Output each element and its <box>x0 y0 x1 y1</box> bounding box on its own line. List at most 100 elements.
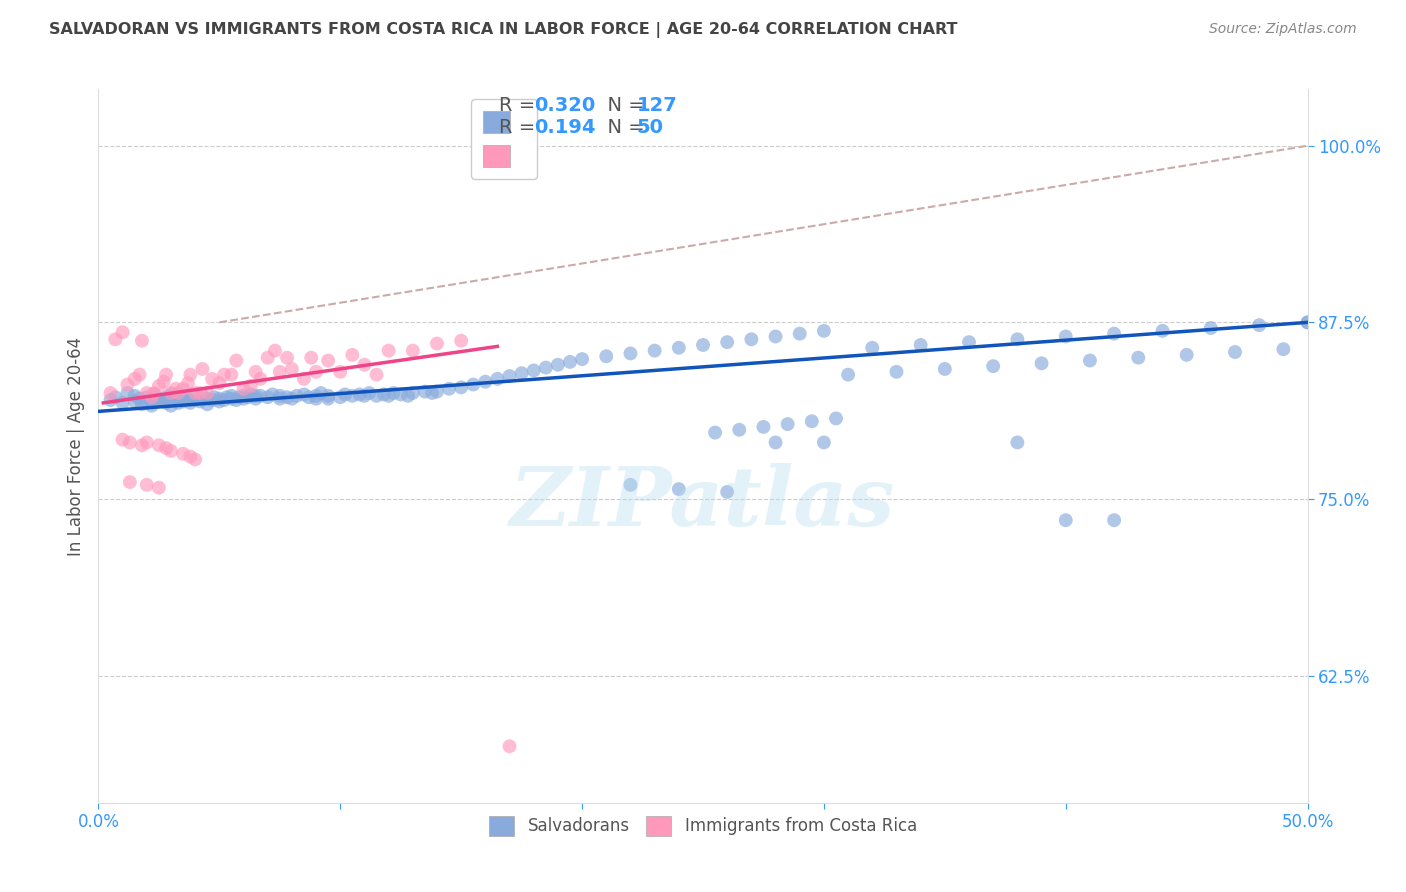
Point <box>188 394 211 409</box>
Point <box>426 336 449 351</box>
Point <box>366 368 388 382</box>
Point <box>1078 353 1101 368</box>
Point <box>1199 321 1222 335</box>
Point <box>124 372 146 386</box>
Point <box>837 368 859 382</box>
Point <box>118 475 141 489</box>
Point <box>152 393 174 408</box>
Point <box>668 341 690 355</box>
Point <box>124 394 146 409</box>
Text: R =: R = <box>499 118 541 136</box>
Point <box>135 396 157 410</box>
Point <box>813 435 835 450</box>
Point <box>692 338 714 352</box>
Point <box>377 389 399 403</box>
Point <box>547 358 569 372</box>
Point <box>316 389 339 403</box>
Text: ZIPatlas: ZIPatlas <box>510 463 896 543</box>
Point <box>141 390 163 404</box>
Point <box>195 392 218 406</box>
Point <box>981 359 1004 373</box>
Point <box>135 435 157 450</box>
Point <box>221 389 243 403</box>
Point <box>704 425 727 440</box>
Point <box>1054 329 1077 343</box>
Point <box>225 353 247 368</box>
Point <box>292 387 315 401</box>
Point <box>172 382 194 396</box>
Point <box>740 332 762 346</box>
Point <box>177 376 200 391</box>
Point <box>269 389 291 403</box>
Point <box>155 368 177 382</box>
Point <box>215 390 238 404</box>
Point <box>225 393 247 408</box>
Text: SALVADORAN VS IMMIGRANTS FROM COSTA RICA IN LABOR FORCE | AGE 20-64 CORRELATION : SALVADORAN VS IMMIGRANTS FROM COSTA RICA… <box>49 22 957 38</box>
Point <box>131 334 153 348</box>
Point <box>1007 332 1029 346</box>
Point <box>728 423 751 437</box>
Point <box>298 390 321 404</box>
Point <box>249 389 271 403</box>
Point <box>104 332 127 346</box>
Point <box>305 365 328 379</box>
Point <box>765 435 787 450</box>
Point <box>184 393 207 408</box>
Point <box>389 387 412 401</box>
Point <box>402 343 425 358</box>
Point <box>269 365 291 379</box>
Point <box>1249 318 1271 333</box>
Point <box>1128 351 1150 365</box>
Point <box>111 325 134 339</box>
Point <box>299 351 322 365</box>
Point <box>118 435 141 450</box>
Point <box>135 386 157 401</box>
Point <box>135 478 157 492</box>
Point <box>619 346 641 360</box>
Point <box>305 389 328 403</box>
Point <box>131 397 153 411</box>
Point <box>316 392 339 406</box>
Point <box>1152 324 1174 338</box>
Text: 50: 50 <box>637 118 664 136</box>
Point <box>256 390 278 404</box>
Point <box>111 396 134 410</box>
Point <box>232 389 254 403</box>
Point <box>910 338 932 352</box>
Point <box>510 366 533 380</box>
Point <box>595 349 617 363</box>
Point <box>245 392 267 406</box>
Point <box>245 389 267 403</box>
Point <box>1223 345 1246 359</box>
Point <box>813 324 835 338</box>
Point <box>155 390 177 404</box>
Point <box>117 386 139 401</box>
Point <box>117 377 139 392</box>
Point <box>377 343 399 358</box>
Point <box>188 386 211 401</box>
Point <box>342 348 364 362</box>
Point <box>179 393 201 408</box>
Point <box>201 393 224 408</box>
Point <box>1175 348 1198 362</box>
Point <box>276 351 298 365</box>
Point <box>450 380 472 394</box>
Point <box>800 414 823 428</box>
Point <box>100 393 122 408</box>
Point <box>292 372 315 386</box>
Point <box>474 375 496 389</box>
Point <box>172 394 194 409</box>
Point <box>359 386 381 401</box>
Point <box>281 362 304 376</box>
Point <box>498 739 520 754</box>
Point <box>269 392 291 406</box>
Point <box>100 386 122 401</box>
Point <box>382 386 405 401</box>
Point <box>264 343 287 358</box>
Point <box>558 355 581 369</box>
Point <box>668 482 690 496</box>
Point <box>174 389 197 403</box>
Point <box>353 358 375 372</box>
Point <box>141 399 163 413</box>
Point <box>160 386 183 401</box>
